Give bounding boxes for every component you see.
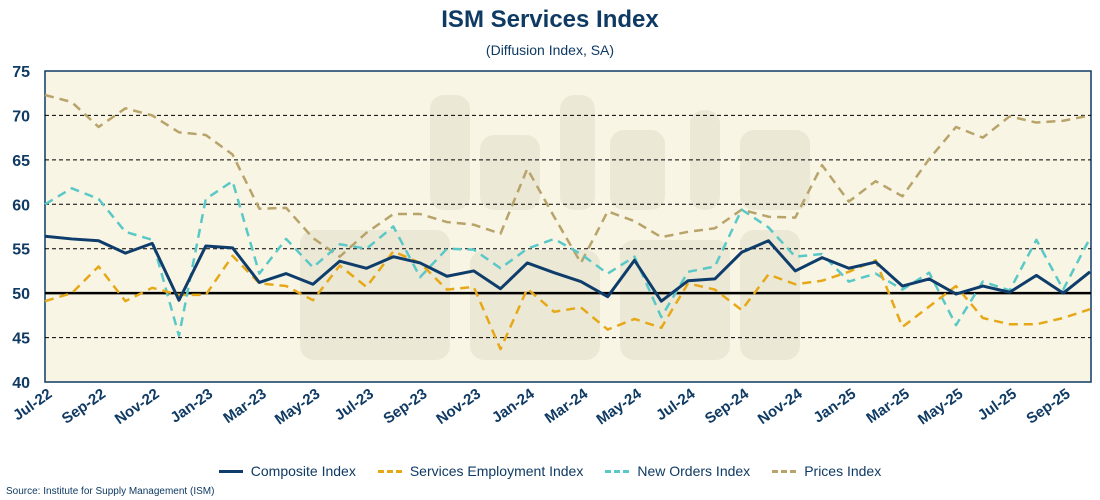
x-tick-label: May-24 xyxy=(593,385,645,428)
watermark-logo-shape xyxy=(300,230,450,360)
legend: Composite Index Services Employment Index… xyxy=(0,463,1100,479)
watermark-logo-shape xyxy=(610,130,665,210)
legend-item: New Orders Index xyxy=(605,463,750,479)
legend-label: Prices Index xyxy=(804,463,882,479)
legend-swatch xyxy=(605,469,630,473)
y-tick-label: 60 xyxy=(12,197,30,214)
x-tick-label: Sep-24 xyxy=(702,385,753,428)
x-tick-label: Mar-25 xyxy=(863,385,912,427)
x-tick-label: Sep-22 xyxy=(59,385,109,427)
x-tick-label: Nov-23 xyxy=(433,385,484,428)
legend-label: Services Employment Index xyxy=(409,463,584,479)
x-tick-label: Jan-23 xyxy=(167,385,216,426)
chart-subtitle: (Diffusion Index, SA) xyxy=(485,42,615,58)
y-tick-label: 50 xyxy=(12,286,30,303)
legend-label: Composite Index xyxy=(250,463,356,479)
watermark-logo-shape xyxy=(740,130,810,210)
series-line-composite-index xyxy=(44,234,1091,303)
x-tick-label: Nov-24 xyxy=(755,385,806,428)
legend-item: Composite Index xyxy=(218,463,356,479)
y-tick-label: 40 xyxy=(12,375,30,392)
legend-item: Prices Index xyxy=(772,463,881,479)
x-tick-label: Nov-22 xyxy=(112,385,163,428)
legend-swatch xyxy=(377,469,402,473)
watermark-logo-shape xyxy=(430,95,470,210)
y-tick-label: 70 xyxy=(12,108,30,125)
y-tick-label: 65 xyxy=(12,153,30,170)
x-tick-label: Jan-25 xyxy=(810,385,859,426)
x-tick-label: Jul-25 xyxy=(975,385,1020,424)
watermark-logo-shape xyxy=(740,230,800,360)
watermark-logo-shape xyxy=(620,240,730,360)
x-tick-label: May-25 xyxy=(915,385,966,428)
chart-title: ISM Services Index xyxy=(441,6,659,33)
legend-swatch xyxy=(218,469,243,473)
y-tick-label: 75 xyxy=(12,64,30,81)
series-line-prices-index xyxy=(44,93,1091,265)
x-tick-label: Sep-25 xyxy=(1023,385,1073,427)
watermark-logo-shape xyxy=(480,135,540,210)
series-line-services-employment-index xyxy=(44,250,1091,351)
source-note: Source: Institute for Supply Management … xyxy=(6,486,215,497)
x-tick-label: Jul-23 xyxy=(332,385,377,424)
legend-item: Services Employment Index xyxy=(377,463,584,479)
x-tick-label: Sep-23 xyxy=(380,385,430,427)
watermark-logo-shape xyxy=(560,95,595,210)
x-tick-label: May-23 xyxy=(272,385,323,428)
x-tick-label: Mar-23 xyxy=(220,385,269,427)
x-tick-label: Jul-24 xyxy=(653,385,699,424)
x-tick-label: Mar-24 xyxy=(542,385,592,427)
legend-label: New Orders Index xyxy=(637,463,751,479)
legend-swatch xyxy=(772,469,797,473)
y-tick-label: 45 xyxy=(12,331,30,348)
x-tick-label: Jan-24 xyxy=(489,385,538,427)
y-tick-label: 55 xyxy=(12,242,30,259)
